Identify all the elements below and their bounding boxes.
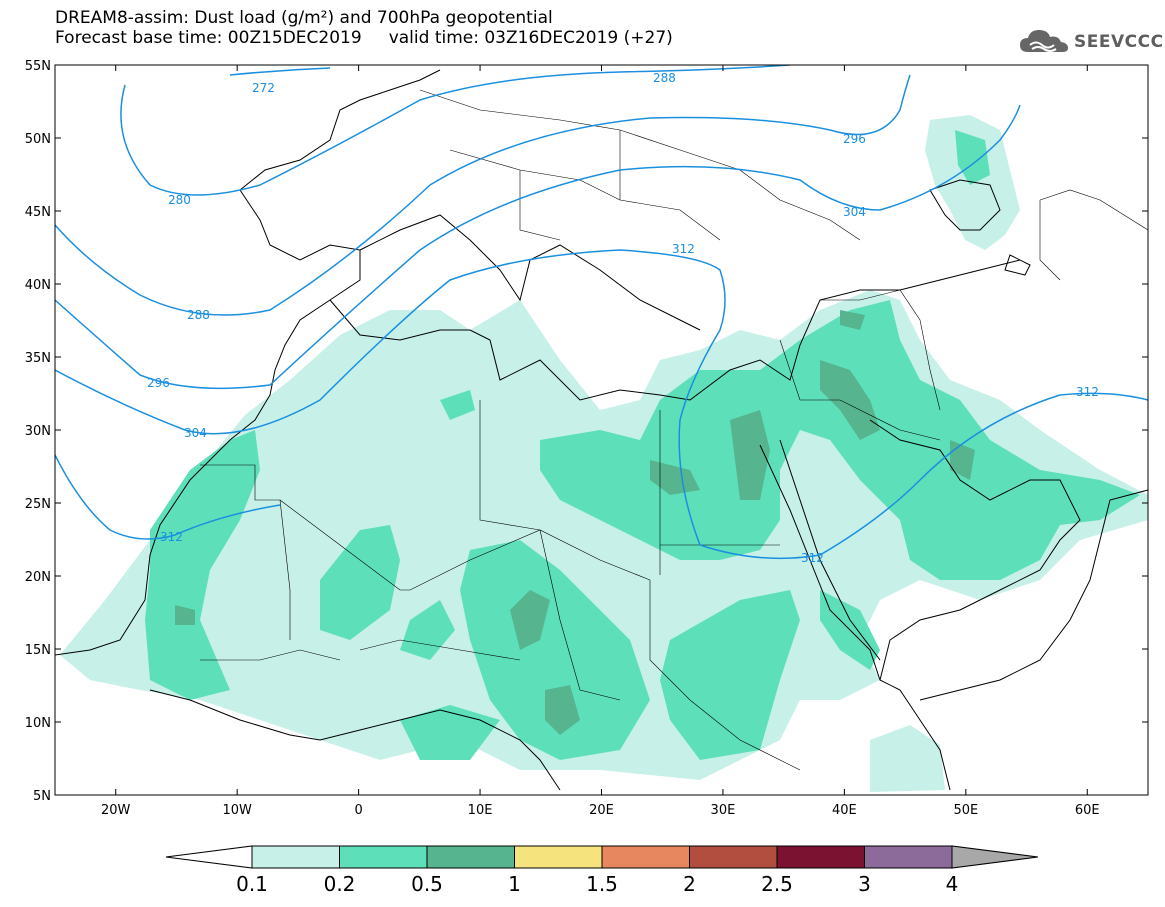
colorbar-label: 4 (946, 872, 959, 896)
lon-tick-label: 40E (832, 803, 857, 818)
lat-tick-label: 5N (33, 789, 51, 804)
contour-label: 304 (843, 205, 866, 219)
geopotential-contours (55, 65, 1148, 560)
colorbar-segment (864, 845, 953, 869)
lat-tick-label: 15N (25, 643, 51, 658)
coastlines (55, 69, 1148, 791)
colorbar-label: 2 (683, 872, 696, 896)
lat-tick-label: 55N (25, 59, 51, 74)
colorbar-segment (251, 845, 340, 869)
cloud-icon (1020, 30, 1068, 52)
lat-tick-label: 30N (25, 424, 51, 439)
colorbar-label: 0.5 (411, 872, 443, 896)
lat-tick-label: 20N (25, 570, 51, 585)
contour-label: 312 (801, 551, 824, 565)
colorbar-label: 1 (508, 872, 521, 896)
logo-text: SEEVCCC (1074, 32, 1164, 52)
lat-tick-label: 45N (25, 205, 51, 220)
contour-label: 312 (672, 242, 695, 256)
lon-tick-label: 10W (222, 803, 252, 818)
lat-tick-label: 35N (25, 351, 51, 366)
lat-tick-label: 25N (25, 497, 51, 512)
contour-label: 312 (1076, 385, 1099, 399)
dust-fields (60, 115, 1148, 792)
contour-label: 312 (160, 530, 183, 544)
lat-tick-label: 10N (25, 716, 51, 731)
colorbar-over-arrow (951, 845, 1039, 869)
colorbar-segment (426, 845, 515, 869)
colorbar-label: 1.5 (586, 872, 618, 896)
contour-label: 288 (187, 308, 210, 322)
contour-label: 296 (147, 376, 170, 390)
colorbar-segment (776, 845, 865, 869)
colorbar: 0.1 0.2 0.5 1 1.5 2 2.5 3 4 (165, 845, 1039, 896)
lat-tick-label: 40N (25, 278, 51, 293)
colorbar-segment (689, 845, 778, 869)
lat-tick-label: 50N (25, 132, 51, 147)
seevccc-logo: SEEVCCC (1018, 26, 1163, 56)
colorbar-segment (514, 845, 603, 869)
lon-tick-label: 30E (711, 803, 736, 818)
colorbar-label: 2.5 (761, 872, 793, 896)
lon-tick-label: 10E (468, 803, 493, 818)
contour-label: 304 (184, 426, 207, 440)
colorbar-segment (601, 845, 690, 869)
lon-tick-label: 0 (354, 803, 362, 818)
colorbar-label: 0.1 (236, 872, 268, 896)
latitude-axis: 55N 50N 45N 40N 35N 30N 25N 20N 15N 10N 5N (25, 59, 1148, 804)
colorbar-label: 3 (858, 872, 871, 896)
map-title: DREAM8-assim: Dust load (g/m²) and 700hP… (55, 8, 553, 28)
contour-label: 288 (653, 71, 676, 85)
lon-tick-label: 20W (101, 803, 131, 818)
colorbar-under-arrow (165, 845, 253, 869)
contour-label: 280 (168, 193, 191, 207)
colorbar-segment (339, 845, 428, 869)
map-subtitle: Forecast base time: 00Z15DEC2019 valid t… (55, 28, 673, 48)
longitude-axis: 20W 10W 0 10E 20E 30E 40E 50E 60E (101, 65, 1100, 818)
lon-tick-label: 20E (589, 803, 614, 818)
lon-tick-label: 50E (953, 803, 978, 818)
contour-labels: 272 280 288 296 304 312 288 296 304 312 … (147, 71, 1099, 565)
country-borders (200, 89, 1148, 771)
colorbar-label: 0.2 (324, 872, 356, 896)
dust-medium-regions (145, 130, 1140, 760)
contour-label: 296 (843, 132, 866, 146)
lon-tick-label: 60E (1075, 803, 1100, 818)
contour-label: 272 (252, 81, 275, 95)
dust-dark-regions (175, 310, 975, 735)
